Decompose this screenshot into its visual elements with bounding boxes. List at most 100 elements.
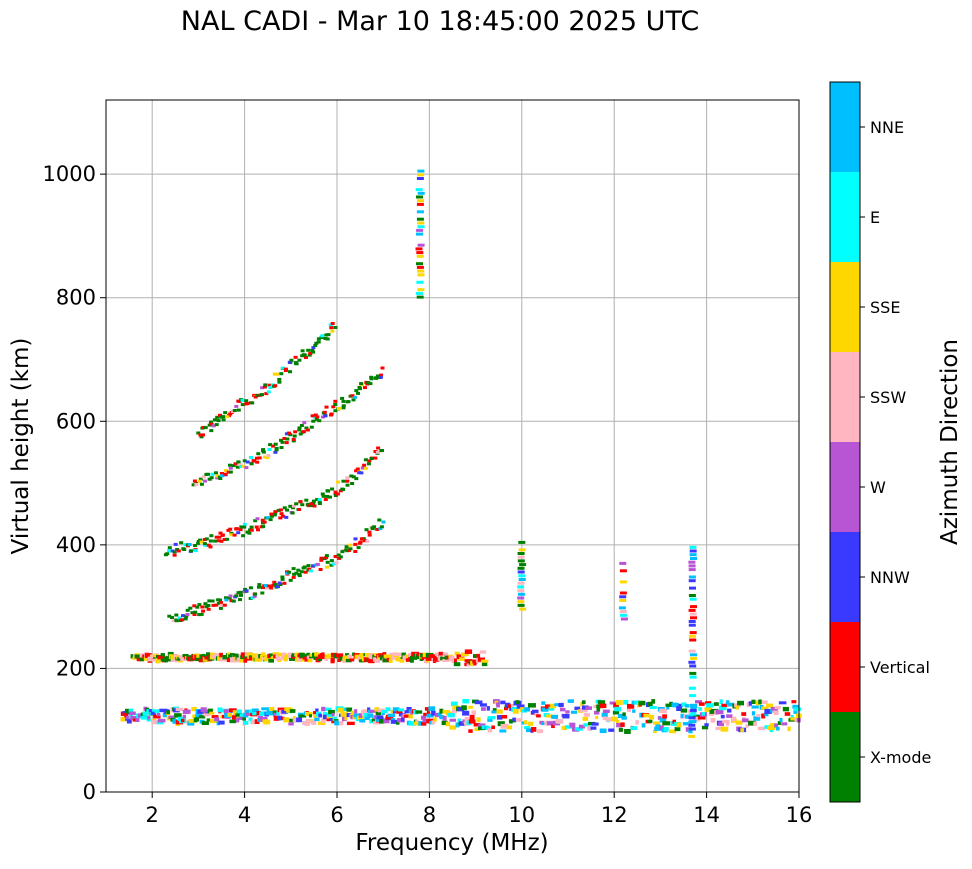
- echo-point: [359, 659, 365, 663]
- echo-point: [267, 383, 272, 387]
- echo-point: [454, 658, 458, 663]
- echo-point: [333, 492, 338, 496]
- echo-point: [688, 729, 693, 734]
- echo-point: [257, 583, 262, 587]
- echo-point: [323, 498, 328, 501]
- echo-point: [509, 707, 513, 711]
- echo-point: [344, 715, 348, 721]
- echo-point: [353, 542, 358, 546]
- echo-point: [291, 504, 296, 508]
- echo-point: [469, 714, 475, 720]
- echo-point: [299, 424, 304, 427]
- echo-point: [272, 580, 277, 584]
- echo-point: [284, 432, 289, 436]
- echo-point: [375, 711, 382, 716]
- echo-point: [334, 561, 339, 565]
- echo-point: [234, 404, 239, 408]
- echo-point: [409, 657, 414, 663]
- echo-point: [239, 713, 246, 717]
- echo-point: [386, 714, 394, 720]
- echo-point: [326, 715, 334, 719]
- echo-point: [292, 572, 297, 576]
- echo-point: [358, 713, 363, 718]
- echo-point: [602, 709, 610, 713]
- echo-point: [609, 701, 617, 705]
- echo-point: [518, 540, 526, 544]
- echo-point: [793, 710, 798, 714]
- echo-point: [372, 525, 377, 529]
- echo-point: [204, 472, 209, 476]
- echo-point: [325, 707, 332, 712]
- echo-point: [285, 437, 290, 441]
- echo-point: [474, 727, 480, 732]
- echo-point: [688, 649, 696, 653]
- echo-point: [277, 377, 282, 381]
- echo-point: [314, 417, 319, 421]
- echo-point: [256, 654, 260, 659]
- echo-point: [400, 657, 404, 661]
- echo-point: [331, 713, 335, 717]
- echo-point: [288, 578, 293, 582]
- echo-point: [345, 479, 350, 483]
- echo-point: [232, 533, 237, 537]
- echo-point: [221, 415, 226, 419]
- echo-point: [251, 653, 258, 657]
- echo-point: [287, 431, 291, 435]
- echo-point: [367, 707, 371, 713]
- echo-point: [517, 589, 525, 593]
- echo-point: [209, 718, 218, 724]
- echo-point: [272, 372, 277, 376]
- echo-point: [653, 721, 660, 725]
- echo-point: [416, 195, 423, 199]
- echo-point: [155, 658, 161, 664]
- echo-point: [560, 707, 566, 712]
- echo-point: [558, 702, 564, 707]
- echo-point: [260, 518, 265, 522]
- echo-point: [688, 623, 696, 627]
- echo-point: [688, 568, 696, 572]
- echo-point: [174, 619, 179, 623]
- echo-point: [751, 699, 756, 705]
- echo-point: [375, 659, 381, 663]
- echo-point: [340, 487, 345, 491]
- echo-point: [350, 710, 355, 715]
- echo-point: [232, 710, 240, 716]
- x-tick-label: 6: [330, 803, 343, 827]
- echo-point: [591, 722, 599, 726]
- echo-point: [517, 592, 525, 596]
- echo-point: [325, 337, 330, 341]
- echo-point: [287, 652, 294, 658]
- echo-point: [273, 510, 278, 514]
- echo-point: [248, 586, 253, 590]
- echo-point: [209, 429, 214, 433]
- echo-point: [259, 711, 265, 716]
- echo-point: [336, 553, 341, 557]
- echo-point: [512, 717, 517, 722]
- echo-point: [193, 549, 198, 553]
- echo-point: [300, 503, 305, 507]
- echo-point: [185, 613, 190, 616]
- echo-point: [294, 571, 299, 575]
- echo-point: [518, 548, 526, 552]
- echo-point: [620, 617, 628, 621]
- echo-point: [236, 591, 241, 595]
- echo-point: [291, 567, 296, 571]
- echo-point: [680, 713, 685, 718]
- echo-point: [309, 502, 314, 506]
- echo-point: [732, 716, 737, 722]
- echo-point: [689, 612, 697, 616]
- echo-point: [311, 419, 316, 423]
- echo-point: [273, 716, 280, 721]
- echo-point: [184, 614, 189, 618]
- echo-point: [222, 603, 227, 607]
- echo-point: [397, 708, 405, 712]
- echo-point: [367, 533, 372, 537]
- echo-point: [578, 724, 586, 729]
- x-tick-label: 16: [786, 803, 813, 827]
- echo-point: [790, 717, 798, 721]
- echo-point: [239, 593, 243, 597]
- echo-point: [449, 655, 455, 659]
- echo-point: [345, 658, 352, 663]
- echo-point: [341, 399, 346, 403]
